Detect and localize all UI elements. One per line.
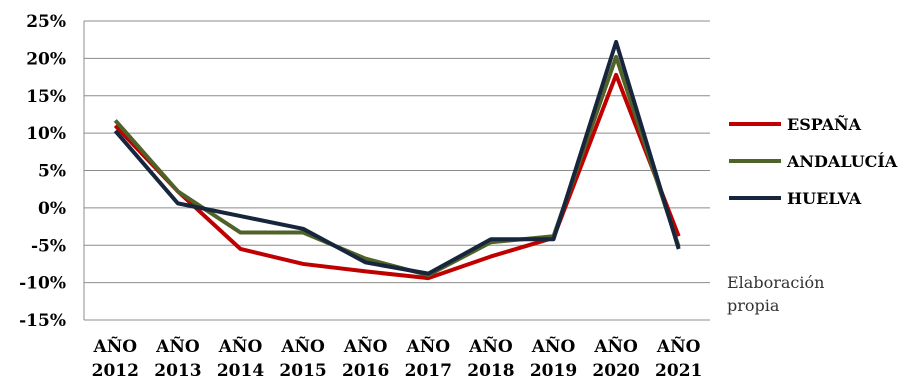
x-axis-ticks: AÑO 2012 AÑO 2013 AÑO 2014 AÑO 2015 AÑO 2016 AÑO 20… <box>92 335 703 381</box>
legend-label-andalucia: ANDALUCÍA <box>786 151 898 171</box>
y-tick-label: -10% <box>19 274 66 294</box>
series-line-espana <box>113 72 681 281</box>
x-tick-label: AÑO 2017 <box>405 335 452 381</box>
y-tick-label: -5% <box>31 236 66 256</box>
legend-label-espana: ESPAÑA <box>787 113 862 134</box>
x-tick-label: AÑO 2016 <box>342 335 389 381</box>
y-tick-label: 25% <box>26 12 66 32</box>
x-tick-label: AÑO 2014 <box>217 335 264 381</box>
series-line-andalucia <box>113 54 681 278</box>
source-note: Elaboración propia <box>727 271 824 317</box>
legend-label-huelva: HUELVA <box>787 189 862 208</box>
y-tick-label: 5% <box>38 162 66 182</box>
x-tick-label: AÑO 2021 <box>655 335 702 381</box>
y-tick-label: 10% <box>26 124 66 144</box>
y-tick-label: 20% <box>26 49 66 69</box>
y-tick-label: -15% <box>19 311 66 331</box>
y-axis-ticks: 25% 20% 15% 10% 5% 0% -5% -10% -15% <box>19 12 66 331</box>
x-tick-label: AÑO 2020 <box>592 335 639 381</box>
x-tick-label: AÑO 2012 <box>92 335 139 381</box>
series-lines <box>113 39 681 281</box>
x-tick-label: AÑO 2019 <box>530 335 577 381</box>
gridlines <box>84 20 710 284</box>
source-note-line-2: propia <box>727 296 780 315</box>
x-tick-label: AÑO 2013 <box>154 335 201 381</box>
y-tick-label: 15% <box>26 87 66 107</box>
x-tick-label: AÑO 2018 <box>467 335 514 381</box>
x-tick-label: AÑO 2015 <box>279 335 326 381</box>
series-line-huelva <box>113 39 681 276</box>
legend: ESPAÑA ANDALUCÍA HUELVA <box>729 113 898 208</box>
axes <box>83 21 710 321</box>
y-tick-label: 0% <box>38 199 66 219</box>
source-note-line-1: Elaboración <box>727 273 825 292</box>
